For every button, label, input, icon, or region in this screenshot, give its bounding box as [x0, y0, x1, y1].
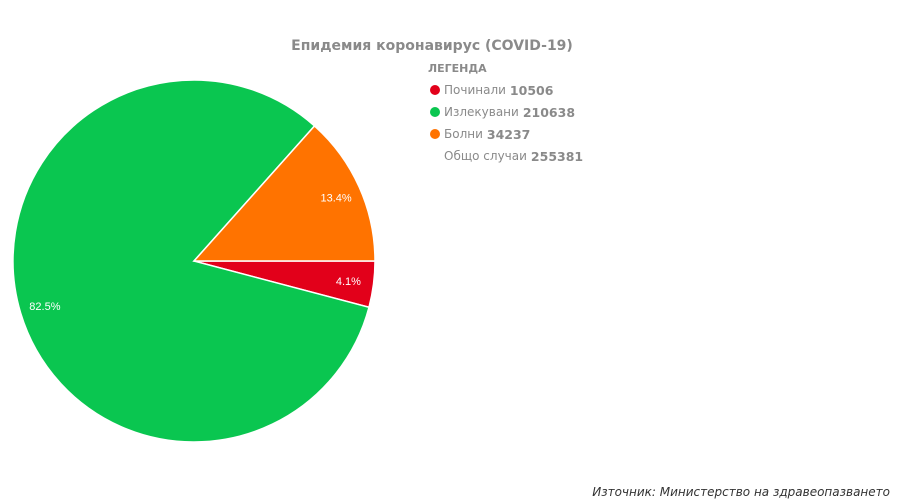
legend-value: 10506: [509, 82, 554, 98]
legend-title: ЛЕГЕНДА: [428, 62, 487, 75]
legend-dot-sick: [430, 129, 440, 139]
legend-label: Болни: [444, 127, 483, 141]
legend-label: Излекувани: [444, 105, 519, 119]
legend: ЛЕГЕНДА Починали 10506 Излекувани 210638…: [428, 62, 583, 167]
slice-recovered[interactable]: [12, 79, 370, 443]
legend-value: 255381: [530, 148, 584, 164]
legend-label: Починали: [444, 83, 506, 97]
slice-percent-label: 4.1%: [336, 276, 361, 288]
legend-item-recovered[interactable]: Излекувани 210638: [430, 101, 583, 123]
legend-value: 34237: [486, 126, 531, 142]
slice-sick[interactable]: [192, 124, 376, 262]
legend-item-total: Общо случаи 255381: [430, 145, 583, 167]
legend-spacer: [430, 151, 440, 161]
chart-title: Епидемия коронавирус (COVID-19): [291, 38, 573, 54]
legend-value: 210638: [522, 104, 576, 120]
legend-dot-deceased: [430, 85, 440, 95]
source-note: Източник: Министерство на здравеопазване…: [592, 485, 890, 499]
legend-label: Общо случаи: [444, 149, 527, 163]
legend-item-deceased[interactable]: Починали 10506: [430, 79, 583, 101]
slice-percent-label: 82.5%: [29, 301, 60, 313]
slice-percent-label: 13.4%: [320, 192, 351, 204]
legend-dot-recovered: [430, 107, 440, 117]
legend-item-sick[interactable]: Болни 34237: [430, 123, 583, 145]
